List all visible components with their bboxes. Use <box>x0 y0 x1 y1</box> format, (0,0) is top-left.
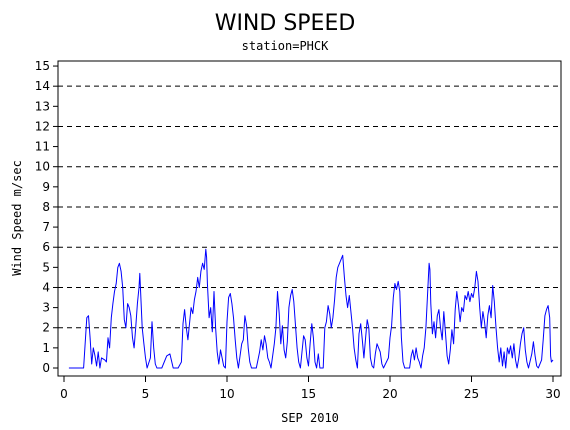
y-tick-label: 13 <box>35 99 50 113</box>
series-layer <box>68 248 554 369</box>
x-tick-label: 10 <box>219 387 234 401</box>
y-tick-label: 1 <box>42 341 50 355</box>
y-tick-label: 7 <box>42 220 50 234</box>
x-tick-label: 30 <box>545 387 560 401</box>
x-tick-label: 15 <box>301 387 316 401</box>
x-tick-label: 5 <box>142 387 150 401</box>
x-tick-label: 25 <box>464 387 479 401</box>
x-axis: 0 5 10 15 20 25 30 <box>60 376 561 401</box>
x-axis-label: SEP 2010 <box>281 411 339 425</box>
y-tick-label: 3 <box>42 301 50 315</box>
y-tick-label: 12 <box>35 119 50 133</box>
y-tick-label: 15 <box>35 59 50 73</box>
x-tick-label: 20 <box>382 387 397 401</box>
y-tick-label: 10 <box>35 160 50 174</box>
series-line-0 <box>68 248 554 369</box>
y-tick-label: 11 <box>35 140 50 154</box>
y-tick-label: 9 <box>42 180 50 194</box>
chart-title: WIND SPEED <box>215 11 356 36</box>
y-tick-label: 4 <box>42 280 50 294</box>
chart-subtitle: station=PHCK <box>242 39 329 53</box>
y-tick-label: 8 <box>42 200 50 214</box>
y-tick-label: 0 <box>42 361 50 375</box>
x-tick-label: 0 <box>60 387 68 401</box>
y-tick-label: 6 <box>42 240 50 254</box>
y-tick-label: 5 <box>42 260 50 274</box>
y-tick-label: 2 <box>42 321 50 335</box>
y-tick-label: 14 <box>35 79 50 93</box>
y-axis-label: Wind Speed m/sec <box>10 160 24 276</box>
